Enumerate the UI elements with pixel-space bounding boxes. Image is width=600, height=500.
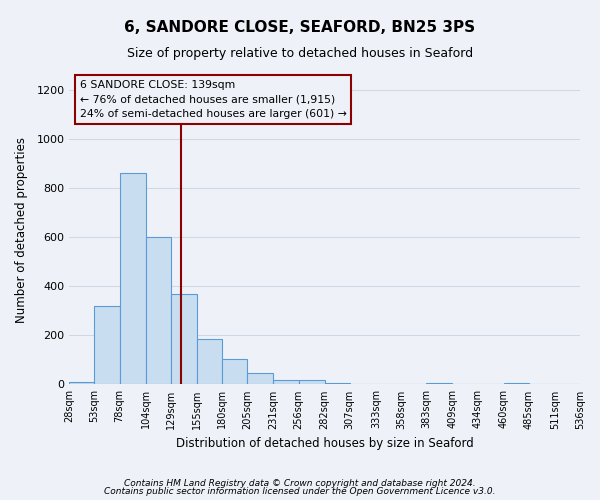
Bar xyxy=(222,358,247,384)
Text: Contains public sector information licensed under the Open Government Licence v3: Contains public sector information licen… xyxy=(104,487,496,496)
Bar xyxy=(70,382,94,384)
Bar xyxy=(426,383,452,384)
Bar xyxy=(171,294,197,384)
Bar xyxy=(274,380,299,384)
X-axis label: Distribution of detached houses by size in Seaford: Distribution of detached houses by size … xyxy=(176,437,473,450)
Bar xyxy=(247,373,274,384)
Bar xyxy=(146,237,171,384)
Bar xyxy=(299,380,325,384)
Text: 6 SANDORE CLOSE: 139sqm
← 76% of detached houses are smaller (1,915)
24% of semi: 6 SANDORE CLOSE: 139sqm ← 76% of detache… xyxy=(80,80,346,119)
Bar xyxy=(119,173,146,384)
Bar xyxy=(325,383,350,384)
Text: Contains HM Land Registry data © Crown copyright and database right 2024.: Contains HM Land Registry data © Crown c… xyxy=(124,478,476,488)
Text: 6, SANDORE CLOSE, SEAFORD, BN25 3PS: 6, SANDORE CLOSE, SEAFORD, BN25 3PS xyxy=(124,20,476,35)
Bar xyxy=(503,383,529,384)
Text: Size of property relative to detached houses in Seaford: Size of property relative to detached ho… xyxy=(127,48,473,60)
Bar xyxy=(94,306,119,384)
Y-axis label: Number of detached properties: Number of detached properties xyxy=(15,136,28,322)
Bar xyxy=(197,339,222,384)
